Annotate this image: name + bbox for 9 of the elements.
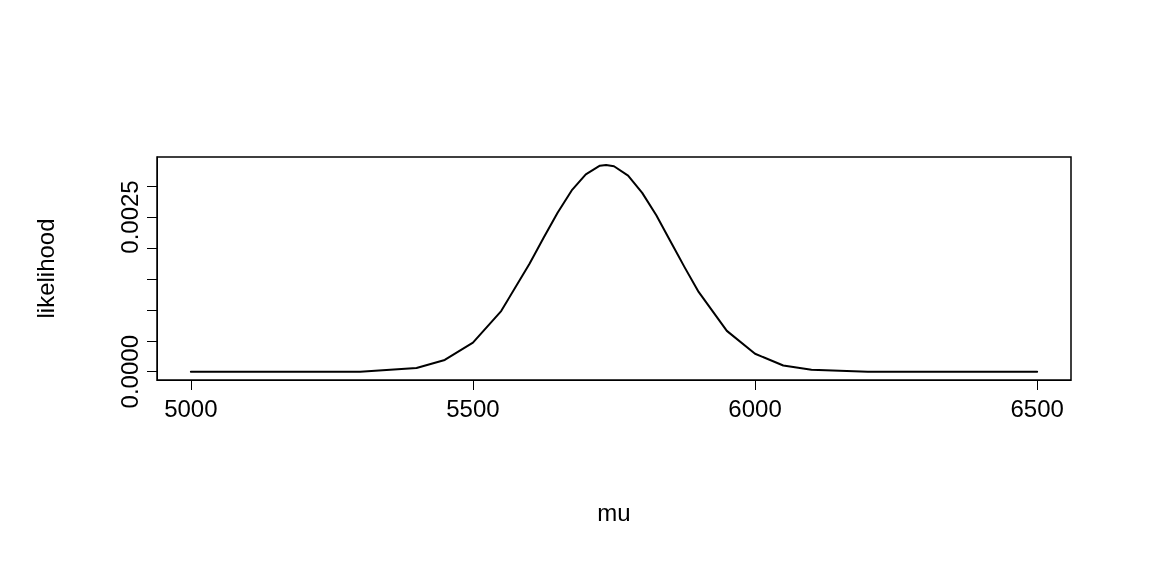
y-axis-title: likelihood [31,218,59,319]
x-tick-label: 5500 [446,394,500,422]
y-tick-label: 0.0025 [115,180,143,254]
line-series [189,164,1039,373]
x-axis-title: mu [597,498,631,526]
x-tick-label: 5000 [164,394,218,422]
y-tick-label: 0.0000 [115,335,143,409]
x-tick-label: 6000 [728,394,782,422]
x-tick-label: 6500 [1010,394,1064,422]
